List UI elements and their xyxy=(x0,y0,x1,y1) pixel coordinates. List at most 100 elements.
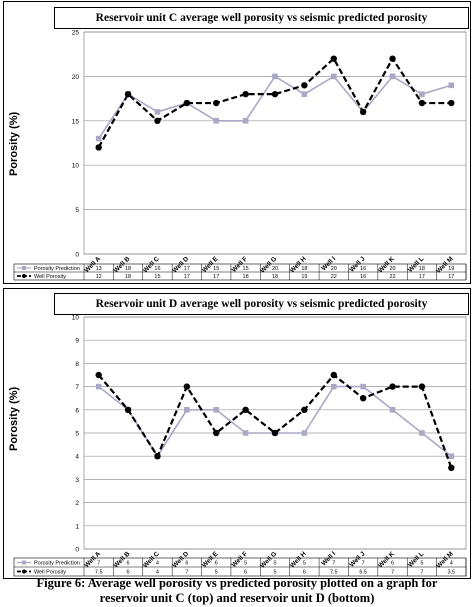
data-point xyxy=(154,453,161,460)
data-point xyxy=(183,99,191,107)
y-tick-label: 10 xyxy=(72,315,80,322)
table-value: 16 xyxy=(360,266,366,272)
data-point xyxy=(95,383,102,390)
table-value: 15 xyxy=(243,266,249,272)
data-point xyxy=(448,82,455,89)
table-value: 18 xyxy=(419,266,425,272)
table-value: 6.5 xyxy=(359,570,367,576)
table-value: 17 xyxy=(184,266,190,272)
series-line xyxy=(97,56,452,148)
data-point xyxy=(213,99,220,107)
table-value: 7 xyxy=(185,570,188,576)
y-tick-label: 3 xyxy=(75,477,79,484)
table-value: 7.5 xyxy=(330,570,338,576)
data-point xyxy=(154,117,161,125)
table-value: 6 xyxy=(303,570,306,576)
caption-line-2: reservoir unit C (top) and reservoir uni… xyxy=(99,591,375,605)
table-value: 4 xyxy=(450,561,453,567)
data-point xyxy=(419,430,425,436)
data-point xyxy=(95,371,102,379)
chart-title-unit-d: Reservoir unit D average well porosity v… xyxy=(54,293,469,315)
data-point xyxy=(389,73,396,80)
y-tick-label: 1 xyxy=(75,523,79,530)
table-value: 7 xyxy=(420,570,423,576)
table-value: 13 xyxy=(96,266,102,272)
data-point xyxy=(418,99,426,107)
data-point xyxy=(154,109,161,115)
data-point xyxy=(359,395,367,402)
series-line xyxy=(98,75,452,140)
table-value: 5 xyxy=(244,561,247,567)
data-point xyxy=(389,383,396,390)
y-tick-label: 7 xyxy=(75,384,79,391)
y-tick-label: 15 xyxy=(72,118,80,125)
chart-panel-unit-c: Reservoir unit C average well porosity v… xyxy=(3,1,471,284)
data-point xyxy=(213,429,220,437)
data-point xyxy=(95,144,102,151)
series-line xyxy=(98,385,452,458)
legend-swatch-marker xyxy=(22,560,26,565)
data-point xyxy=(184,407,190,413)
table-value: 22 xyxy=(389,274,395,280)
y-tick-label: 0 xyxy=(75,547,79,554)
table-value: 5 xyxy=(273,570,276,576)
table-value: 18 xyxy=(272,274,278,280)
chart-title-unit-c: Reservoir unit C average well porosity v… xyxy=(54,7,469,29)
table-value: 7.5 xyxy=(95,570,103,576)
data-point xyxy=(301,430,308,436)
table-value: 18 xyxy=(125,266,131,272)
plot-area-frame xyxy=(83,316,467,550)
data-point xyxy=(448,99,455,107)
data-point xyxy=(242,118,249,124)
y-tick-label: 25 xyxy=(72,30,80,37)
y-tick-label: 2 xyxy=(75,500,79,507)
table-value: 5 xyxy=(215,570,218,576)
chart-panel-unit-d: Reservoir unit D average well porosity v… xyxy=(3,288,471,579)
data-point xyxy=(418,383,426,390)
table-value: 6 xyxy=(244,570,247,576)
legend-label: Porosity Prediction xyxy=(34,266,80,272)
table-value: 17 xyxy=(419,274,425,280)
table-value: 15 xyxy=(154,274,160,280)
data-point xyxy=(271,429,279,437)
table-value: 19 xyxy=(448,266,454,272)
legend-label: Well Porosity xyxy=(34,570,66,576)
data-point xyxy=(419,91,425,97)
figure-caption: Figure 6: Average well porosity vs predi… xyxy=(0,576,474,606)
legend-label: Well Porosity xyxy=(34,274,66,280)
data-point xyxy=(242,406,249,413)
data-point xyxy=(448,464,455,471)
data-point xyxy=(360,383,366,390)
legend-swatch-marker xyxy=(22,274,26,278)
y-tick-label: 5 xyxy=(75,207,79,214)
table-value: 20 xyxy=(331,266,337,272)
table-value: 7 xyxy=(97,561,100,567)
data-point xyxy=(389,55,396,62)
data-point xyxy=(95,135,102,142)
table-value: 7 xyxy=(391,570,394,576)
y-tick-label: 20 xyxy=(72,74,80,81)
y-tick-label: 4 xyxy=(75,454,79,461)
data-point xyxy=(183,383,191,390)
table-value: 18 xyxy=(301,266,307,272)
legend-label: Porosity Prediction xyxy=(34,561,80,567)
table-value: 6 xyxy=(391,561,394,567)
data-point xyxy=(389,407,396,413)
legend-swatch-marker xyxy=(22,569,26,574)
data-point xyxy=(242,430,249,436)
data-point xyxy=(330,55,337,62)
table-value: 17 xyxy=(184,274,190,280)
table-value: 19 xyxy=(301,274,307,280)
data-point xyxy=(213,118,220,124)
data-point xyxy=(301,406,308,413)
data-point xyxy=(301,82,308,89)
table-value: 5 xyxy=(273,561,276,567)
data-point xyxy=(330,383,337,390)
plot-area-frame xyxy=(83,31,467,255)
data-point xyxy=(330,73,337,80)
table-value: 18 xyxy=(243,274,249,280)
table-value: 22 xyxy=(331,274,337,280)
table-value: 6 xyxy=(127,570,130,576)
legend-swatch-marker xyxy=(22,266,26,270)
